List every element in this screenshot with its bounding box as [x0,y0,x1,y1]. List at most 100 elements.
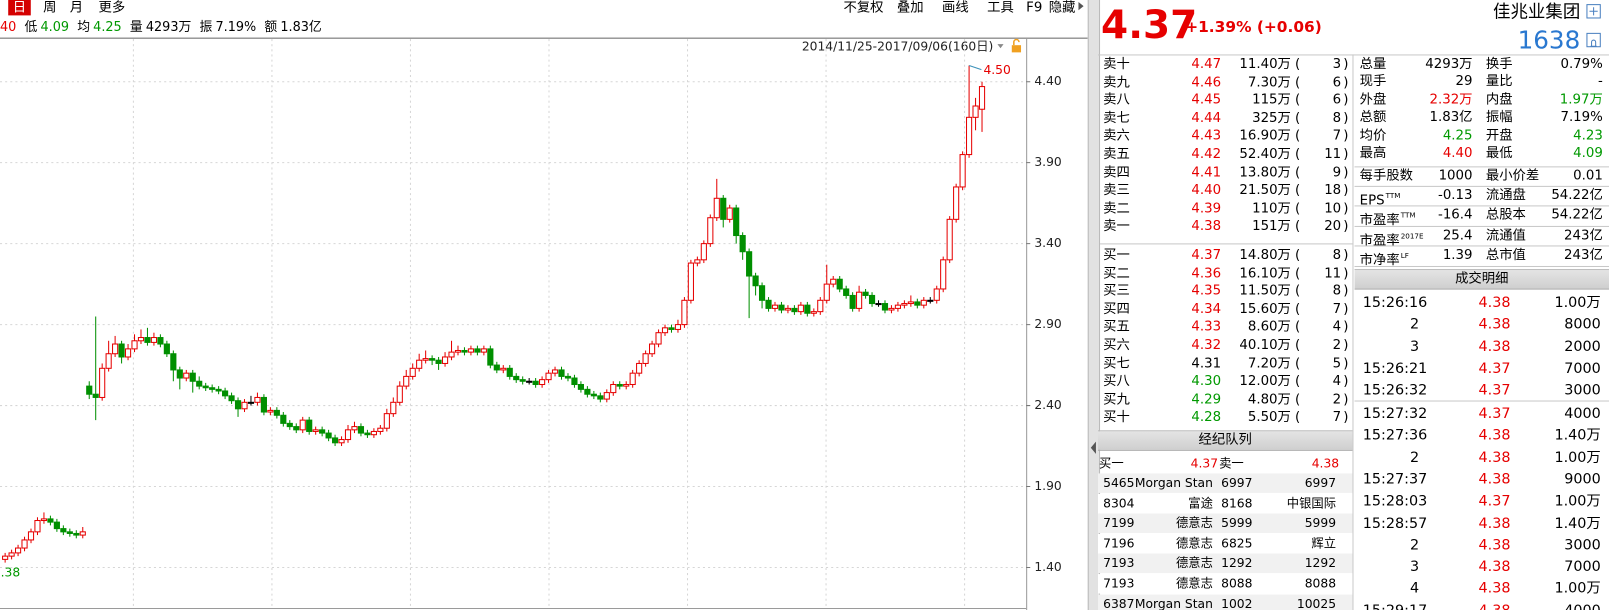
paren: ( [1295,219,1301,235]
book-price: 4.38 [1191,219,1222,235]
y-tick-label: 3.40 [1034,236,1061,250]
candle-body [202,385,209,389]
broker-id: 8304 [1103,495,1135,510]
trade-time: 15:26:21 [1362,360,1428,377]
book-price: 4.40 [1191,182,1222,199]
tool-button[interactable]: 隐藏 [1048,0,1076,16]
tool-button[interactable]: F9 [1026,0,1043,16]
paren: ) [1343,182,1349,199]
candle-body [247,401,255,404]
candle-body [506,367,513,377]
book-volume: 5.50万 [1247,410,1291,426]
candle-body [53,521,60,530]
period-tab[interactable]: 月 [69,0,84,16]
candle-body [150,337,158,343]
broker-name: 辉立 [1311,535,1337,551]
stat-label: 最高 [1359,145,1387,162]
tool-button[interactable]: 工具 [987,0,1014,16]
tool-button[interactable]: 叠加 [896,0,924,16]
candle-body [27,531,35,541]
broker-id: 6825 [1221,535,1253,551]
stat-label: 振幅 [1485,109,1513,126]
candle-body [319,429,326,434]
stat-value: 4.09 [40,18,70,34]
candle-body [325,432,332,439]
candle-body [273,409,280,416]
candle-body [584,388,591,395]
candle-body [241,401,248,410]
paren: ) [1343,337,1349,354]
stat-label: 量 [129,18,143,34]
trade-price: 4.38 [1478,471,1511,488]
trade-time: 15:28:57 [1362,515,1428,532]
candle-body [47,518,54,523]
candle-body [616,383,623,387]
y-tick-label: 1.90 [1034,479,1061,493]
bell-icon[interactable] [1586,32,1601,48]
candle-body [34,519,41,533]
trade-volume: 4000 [1564,405,1601,423]
stat-value: 1.83亿 [280,18,322,34]
candle-body [545,372,552,381]
trade-volume: 7000 [1564,558,1601,576]
candle-body [519,379,526,382]
book-volume: 21.50万 [1239,182,1291,199]
candle-body [60,528,67,533]
candle-body [959,154,966,188]
book-volume: 110万 [1252,201,1291,217]
period-tab[interactable]: 日 [8,0,31,16]
collapse-arrow[interactable] [1089,441,1099,455]
paren: ) [1343,319,1349,336]
book-volume: 4.80万 [1247,392,1291,408]
last-price: 4.37 [1101,2,1198,48]
candle-body [66,531,73,534]
book-label: 买六 [1103,337,1130,354]
paren: ) [1343,74,1349,90]
book-label: 买五 [1103,319,1130,336]
candle-body [293,426,300,431]
more-arrow[interactable] [1076,1,1084,11]
tool-button[interactable]: 不复权 [843,0,884,16]
paren: ) [1343,128,1349,145]
stat-value: 0.01 [1573,168,1603,184]
broker-id: 1002 [1221,596,1253,610]
book-count: 11 [1324,146,1342,163]
candle-body [222,390,229,397]
stat-label: 现手 [1359,73,1387,90]
book-price: 4.34 [1191,301,1222,318]
splitter[interactable] [1087,0,1101,610]
book-volume: 325万 [1252,110,1291,127]
book-price: 4.32 [1191,337,1222,354]
book-count: 8 [1332,247,1342,263]
range-label[interactable]: 2014/11/25-2017/09/06(160日) [802,40,993,54]
period-tab[interactable]: 周 [43,0,57,16]
stat-label: 外盘 [1359,92,1387,108]
candle-body [137,337,145,342]
candle-body [435,359,442,364]
trade-seq: 3 [1410,558,1420,576]
add-icon[interactable] [1586,4,1601,19]
book-label: 买八 [1103,373,1130,390]
broker-name: 中银国际 [1286,495,1337,510]
stat-label: 换手 [1485,56,1513,72]
stat-label: 总量 [1359,56,1387,72]
candle-body [124,348,132,358]
stat-superscript: TTM [1385,192,1401,201]
book-count: 6 [1332,92,1342,109]
dropdown-icon[interactable] [997,44,1004,49]
paren: ( [1295,265,1301,281]
tool-button[interactable]: 画线 [942,0,969,16]
broker-name: 5999 [1304,515,1337,531]
stat-label: 最小价差 [1485,168,1540,184]
broker-id: 6997 [1221,475,1253,490]
broker-id: 8088 [1221,576,1253,591]
candle-body [713,197,720,219]
book-label: 买十 [1103,410,1130,426]
trade-volume: 2000 [1564,338,1601,355]
stock-code: 1638 [1517,25,1581,55]
lock-icon[interactable] [1011,38,1022,53]
stat-label: 总市值 [1485,247,1526,263]
candle-body [209,387,216,390]
book-price: 4.36 [1191,265,1222,281]
period-tab[interactable]: 更多 [98,0,126,16]
